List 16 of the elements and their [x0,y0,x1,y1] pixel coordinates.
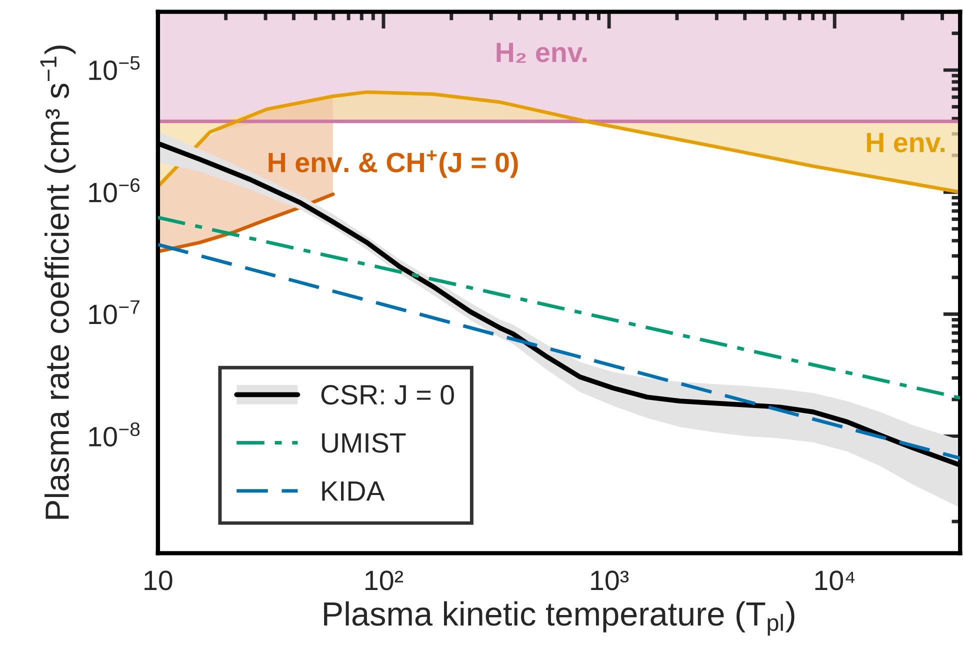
x-tick-label: 10³ [591,570,629,590]
x-axis-title: Plasma kinetic temperature (T$_{pl}$) [324,601,794,636]
x-tick-label: 10⁴ [815,570,855,590]
y-tick-label: 10$^{−8}$ [89,422,140,446]
y-axis-title: Plasma rate coefficient (cm³ s$^{−1}$) [40,46,76,519]
x-tick-label: 10² [366,570,404,590]
x-tick-label: 10 [144,570,172,590]
series-label: H env. [866,132,945,152]
band-label: H₂ env. [496,42,587,63]
y-tick-label: 10$^{−6}$ [89,178,140,202]
y-tick-label: 10$^{−7}$ [89,300,140,324]
y-tick-label: 10$^{−5}$ [89,56,140,80]
legend-label: KIDA [322,482,385,501]
legend-label: UMIST [322,433,406,453]
series-label: H env. & CH$^{+}$(J = 0) [268,150,518,178]
legend-label: CSR: J = 0 [321,385,454,405]
